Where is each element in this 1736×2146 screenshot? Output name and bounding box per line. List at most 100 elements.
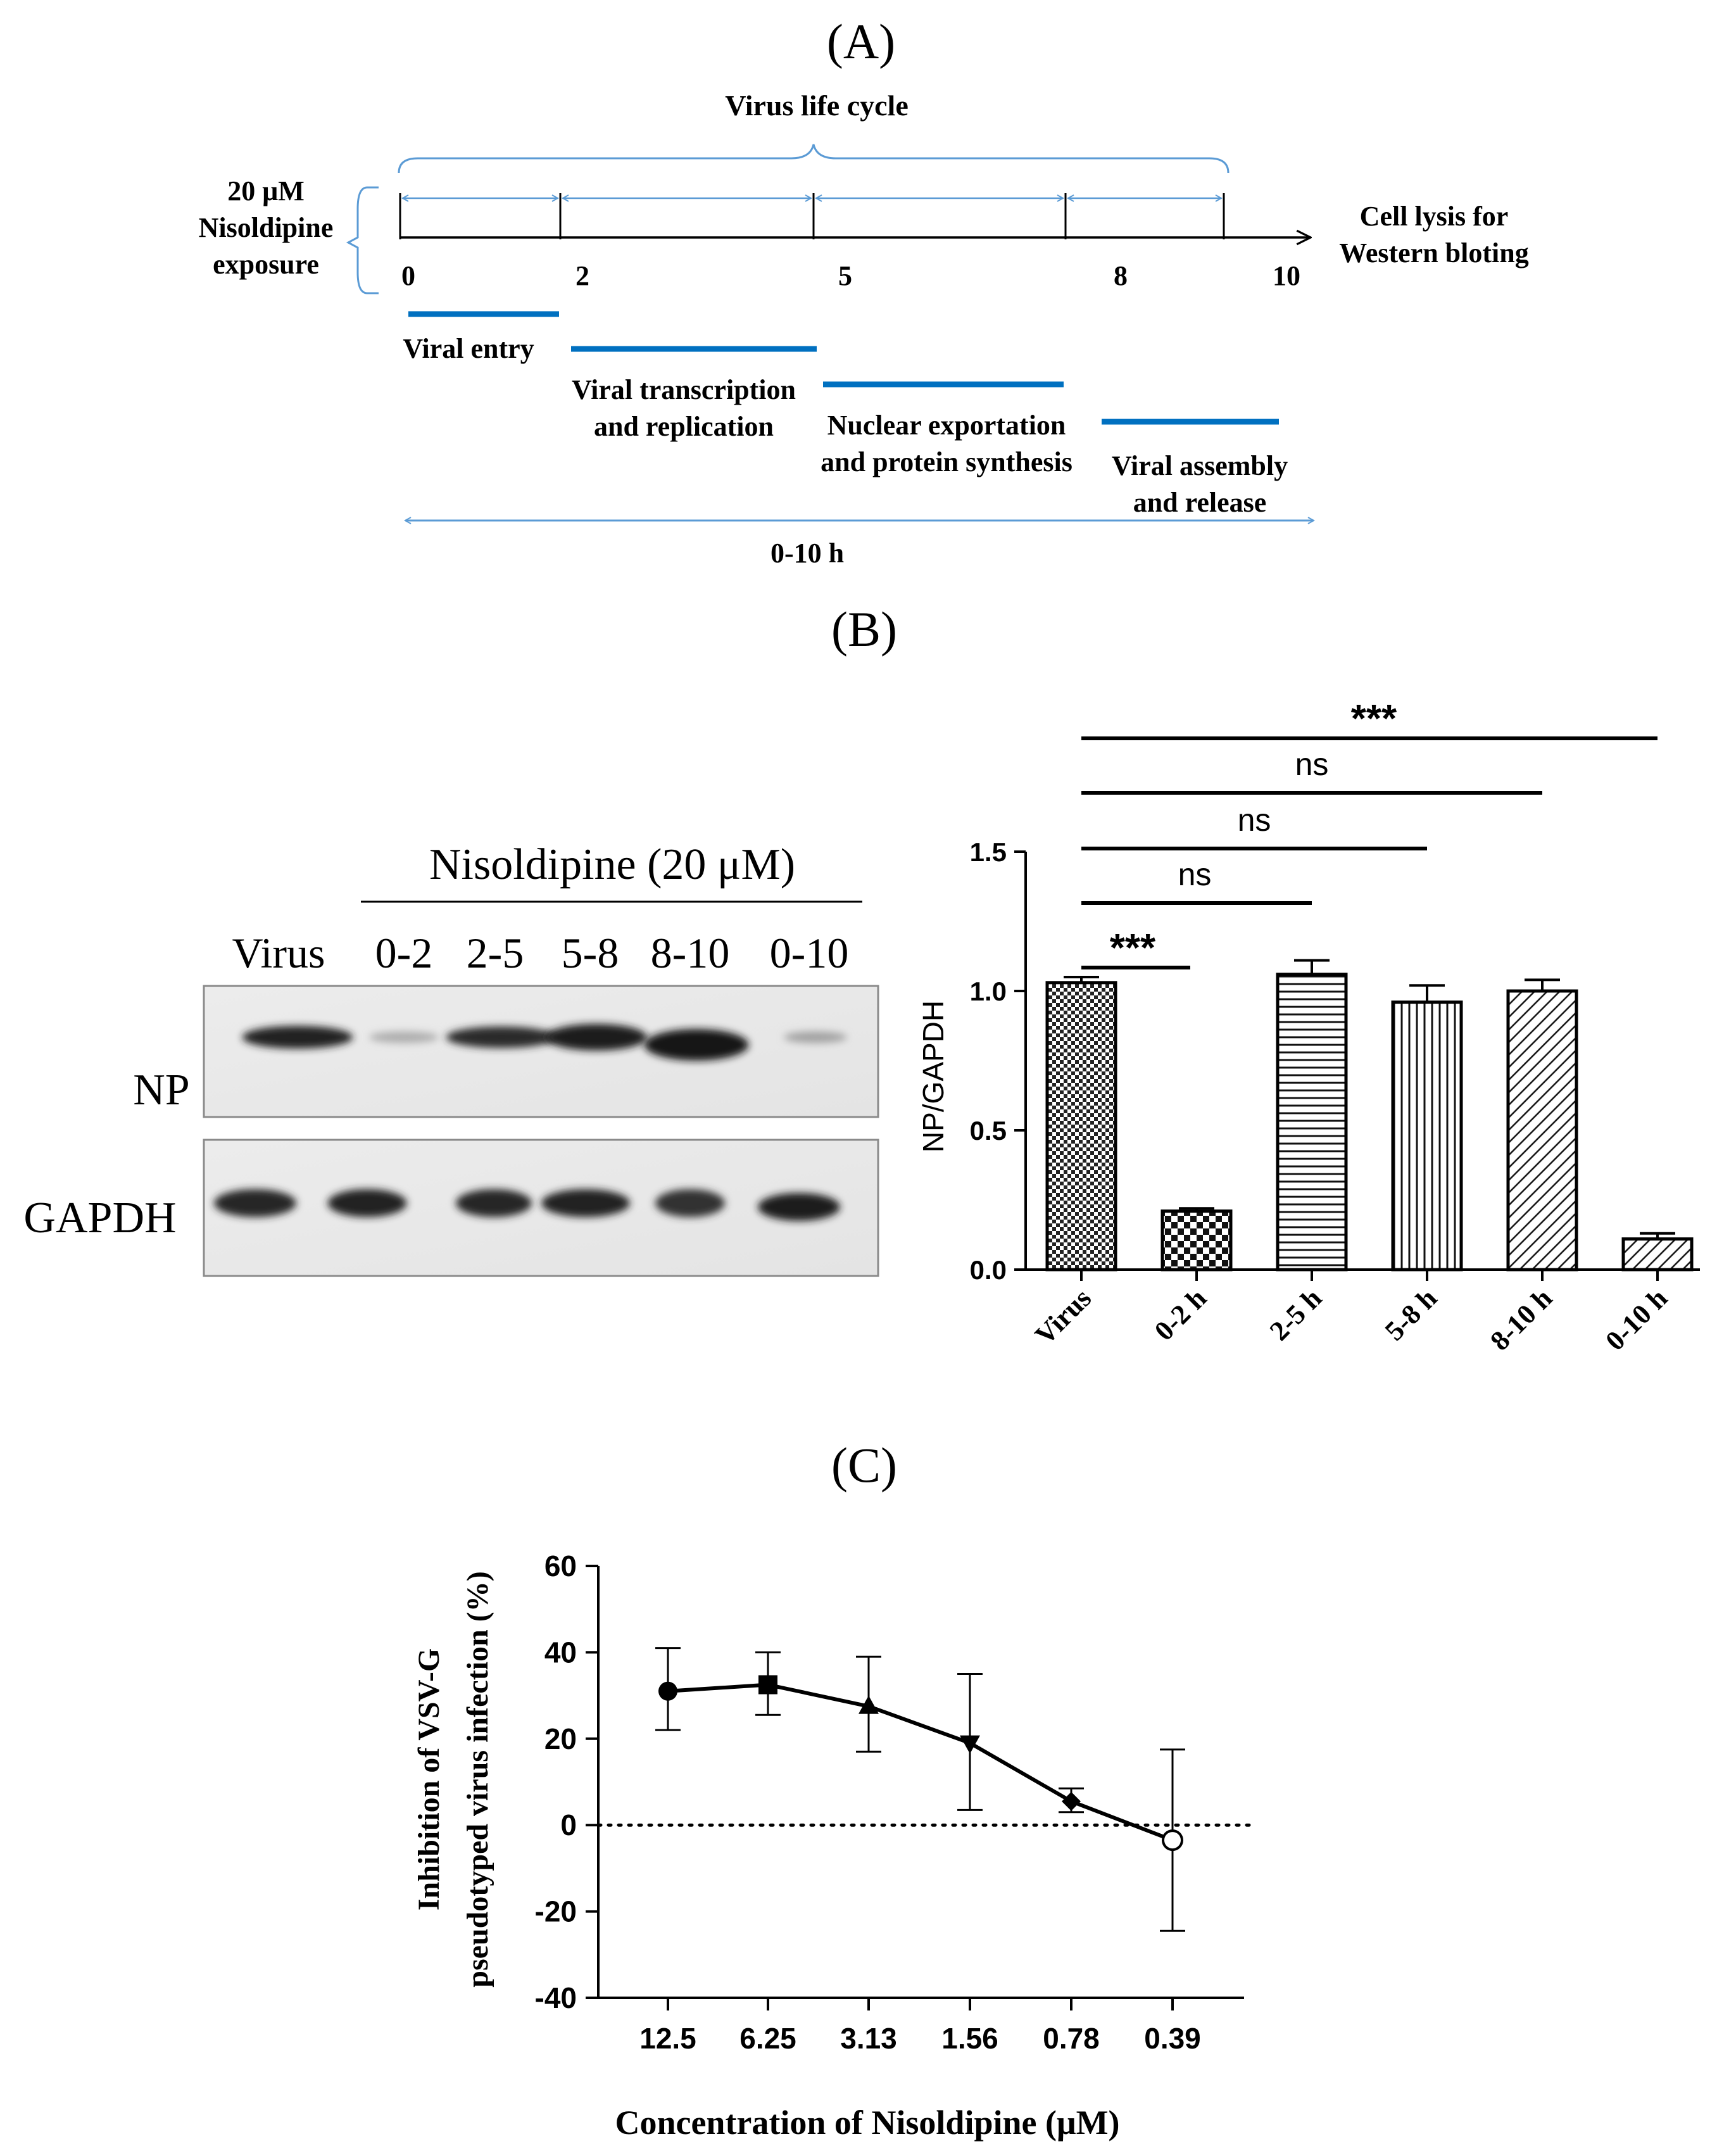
- blot-lane-label: 8-10: [651, 929, 730, 977]
- treatment-label-line-1: 20 μM: [227, 175, 304, 206]
- data-point-square: [758, 1675, 777, 1695]
- panel-c: (C) Inhibition of VSV-G pseudotyped viru…: [412, 1437, 1255, 2142]
- bar-chart-bars: [1045, 959, 1694, 1272]
- phase-label-export-2: and protein synthesis: [821, 446, 1072, 477]
- line-chart-ylabel-line-2: pseudotyped virus infection (%): [461, 1571, 494, 1987]
- tick-label-0h: 0: [401, 260, 415, 291]
- np-band: [369, 1032, 439, 1043]
- line-x-tick-label: 6.25: [739, 2022, 796, 2055]
- np-blot-membrane: [203, 985, 879, 1118]
- phase-label-replication-1: Viral transcription: [572, 374, 796, 405]
- span-label: 0-10 h: [771, 538, 844, 569]
- bar-y-tick-label: 1.5: [970, 837, 1007, 867]
- gapdh-band: [214, 1189, 296, 1217]
- line-chart-series: [655, 1647, 1185, 1932]
- line-y-tick-label: 20: [544, 1722, 577, 1755]
- life-cycle-brace: [398, 144, 1230, 174]
- blot-row-label-np: NP: [133, 1066, 189, 1114]
- bar-y-tick-label: 0.0: [970, 1255, 1007, 1285]
- line-chart-axes: -40 -20 0 20 40 60 12.5 6.25 3.13 1.56 0.78 0.39: [535, 1550, 1255, 2055]
- line-x-tick-label: 0.78: [1043, 2022, 1100, 2055]
- gapdh-band: [327, 1189, 407, 1217]
- blot-lane-label: Virus: [232, 929, 325, 977]
- blot-lane-label: 0-10: [770, 929, 849, 977]
- line-y-tick-label: 60: [544, 1550, 577, 1582]
- np-band: [546, 1024, 647, 1051]
- bar-x-tick-label: Virus: [1029, 1282, 1097, 1351]
- treatment-bracket: [346, 186, 379, 294]
- np-band: [242, 1026, 353, 1049]
- gapdh-band: [541, 1189, 630, 1217]
- bar: [1506, 989, 1578, 1272]
- bar-chart-x-labels: Virus 0-2 h 2-5 h 5-8 h 8-10 h 0-10 h: [1029, 1282, 1673, 1356]
- bar-x-tick-label: 8-10 h: [1484, 1282, 1558, 1356]
- np-band: [644, 1029, 749, 1061]
- panel-b-label: (B): [831, 602, 897, 657]
- significance-label: ***: [1351, 697, 1397, 741]
- gapdh-band: [655, 1189, 725, 1217]
- phase-label-export-1: Nuclear exportation: [827, 410, 1066, 441]
- phase-label-assembly-2: and release: [1133, 487, 1267, 518]
- series-line: [667, 1682, 1174, 1842]
- significance-label: ns: [1295, 747, 1329, 782]
- line-y-tick-label: -40: [535, 1981, 577, 2014]
- end-label-line-2: Western bloting: [1339, 237, 1528, 268]
- bar-chart-ylabel: NP/GAPDH: [917, 1000, 950, 1152]
- bar-x-tick-label: 0-10 h: [1599, 1282, 1673, 1356]
- inhibition-line-chart: Inhibition of VSV-G pseudotyped virus in…: [412, 1550, 1255, 2142]
- bar: [1045, 981, 1117, 1272]
- line-chart-ylabel-line-1: Inhibition of VSV-G: [412, 1648, 446, 1910]
- blot-lane-label: 2-5: [467, 929, 524, 977]
- gapdh-bands: [214, 1189, 840, 1221]
- phase-label-assembly-1: Viral assembly: [1112, 450, 1288, 481]
- bar-x-tick-label: 0-2 h: [1148, 1282, 1212, 1346]
- panel-a-timeline: (A) Virus life cycle 20 μM Nisoldipine e…: [199, 14, 1529, 569]
- bar-chart-axes: 0.0 0.5 1.0 1.5: [970, 837, 1700, 1285]
- data-point-triangle-up: [859, 1695, 879, 1714]
- line-x-tick-label: 3.13: [840, 2022, 897, 2055]
- treatment-label-line-3: exposure: [213, 249, 319, 280]
- gapdh-band: [758, 1193, 840, 1221]
- end-label-line-1: Cell lysis for: [1360, 201, 1509, 232]
- bar-y-tick-label: 0.5: [970, 1116, 1007, 1146]
- significance-label: ns: [1178, 857, 1212, 892]
- bar-y-tick-label: 1.0: [970, 976, 1007, 1006]
- tick-label-10h: 10: [1273, 260, 1300, 291]
- bar: [1621, 1237, 1694, 1272]
- significance-label: ns: [1238, 802, 1271, 838]
- tick-label-8h: 8: [1114, 260, 1128, 291]
- blot-lane-labels: Virus 0-2 2-5 5-8 8-10 0-10: [232, 929, 848, 977]
- line-y-tick-label: -20: [535, 1895, 577, 1928]
- np-band: [784, 1032, 847, 1043]
- tick-label-2h: 2: [576, 260, 589, 291]
- panel-a-label: (A): [827, 14, 895, 69]
- bar: [1276, 973, 1348, 1272]
- np-band: [446, 1026, 557, 1048]
- data-point-open-circle: [1162, 1829, 1183, 1852]
- data-point-circle: [658, 1681, 677, 1701]
- bar: [1391, 1000, 1463, 1272]
- blot-lane-label: 0-2: [375, 929, 433, 977]
- data-point-diamond: [1062, 1791, 1081, 1811]
- phase-label-entry: Viral entry: [403, 333, 534, 364]
- line-y-tick-label: 40: [544, 1636, 577, 1669]
- line-x-tick-label: 0.39: [1144, 2022, 1201, 2055]
- treatment-label-line-2: Nisoldipine: [199, 212, 334, 243]
- blot-header: Nisoldipine (20 μM): [429, 840, 795, 889]
- bar-x-tick-label: 5-8 h: [1379, 1282, 1443, 1346]
- blot-row-label-gapdh: GAPDH: [23, 1194, 176, 1242]
- timeline-ticks: [399, 193, 1225, 239]
- data-point-triangle-down: [960, 1735, 980, 1754]
- line-x-tick-label: 1.56: [941, 2022, 998, 2055]
- tick-label-5h: 5: [838, 260, 852, 291]
- bar-x-tick-label: 2-5 h: [1264, 1282, 1328, 1346]
- line-y-tick-label: 0: [560, 1808, 577, 1841]
- line-x-tick-label: 12.5: [639, 2022, 696, 2055]
- bar: [1160, 1209, 1233, 1272]
- blot-lane-label: 5-8: [562, 929, 619, 977]
- np-bands: [242, 1024, 847, 1061]
- western-blot: Nisoldipine (20 μM) Virus 0-2 2-5 5-8 8-10 0-…: [23, 840, 879, 1277]
